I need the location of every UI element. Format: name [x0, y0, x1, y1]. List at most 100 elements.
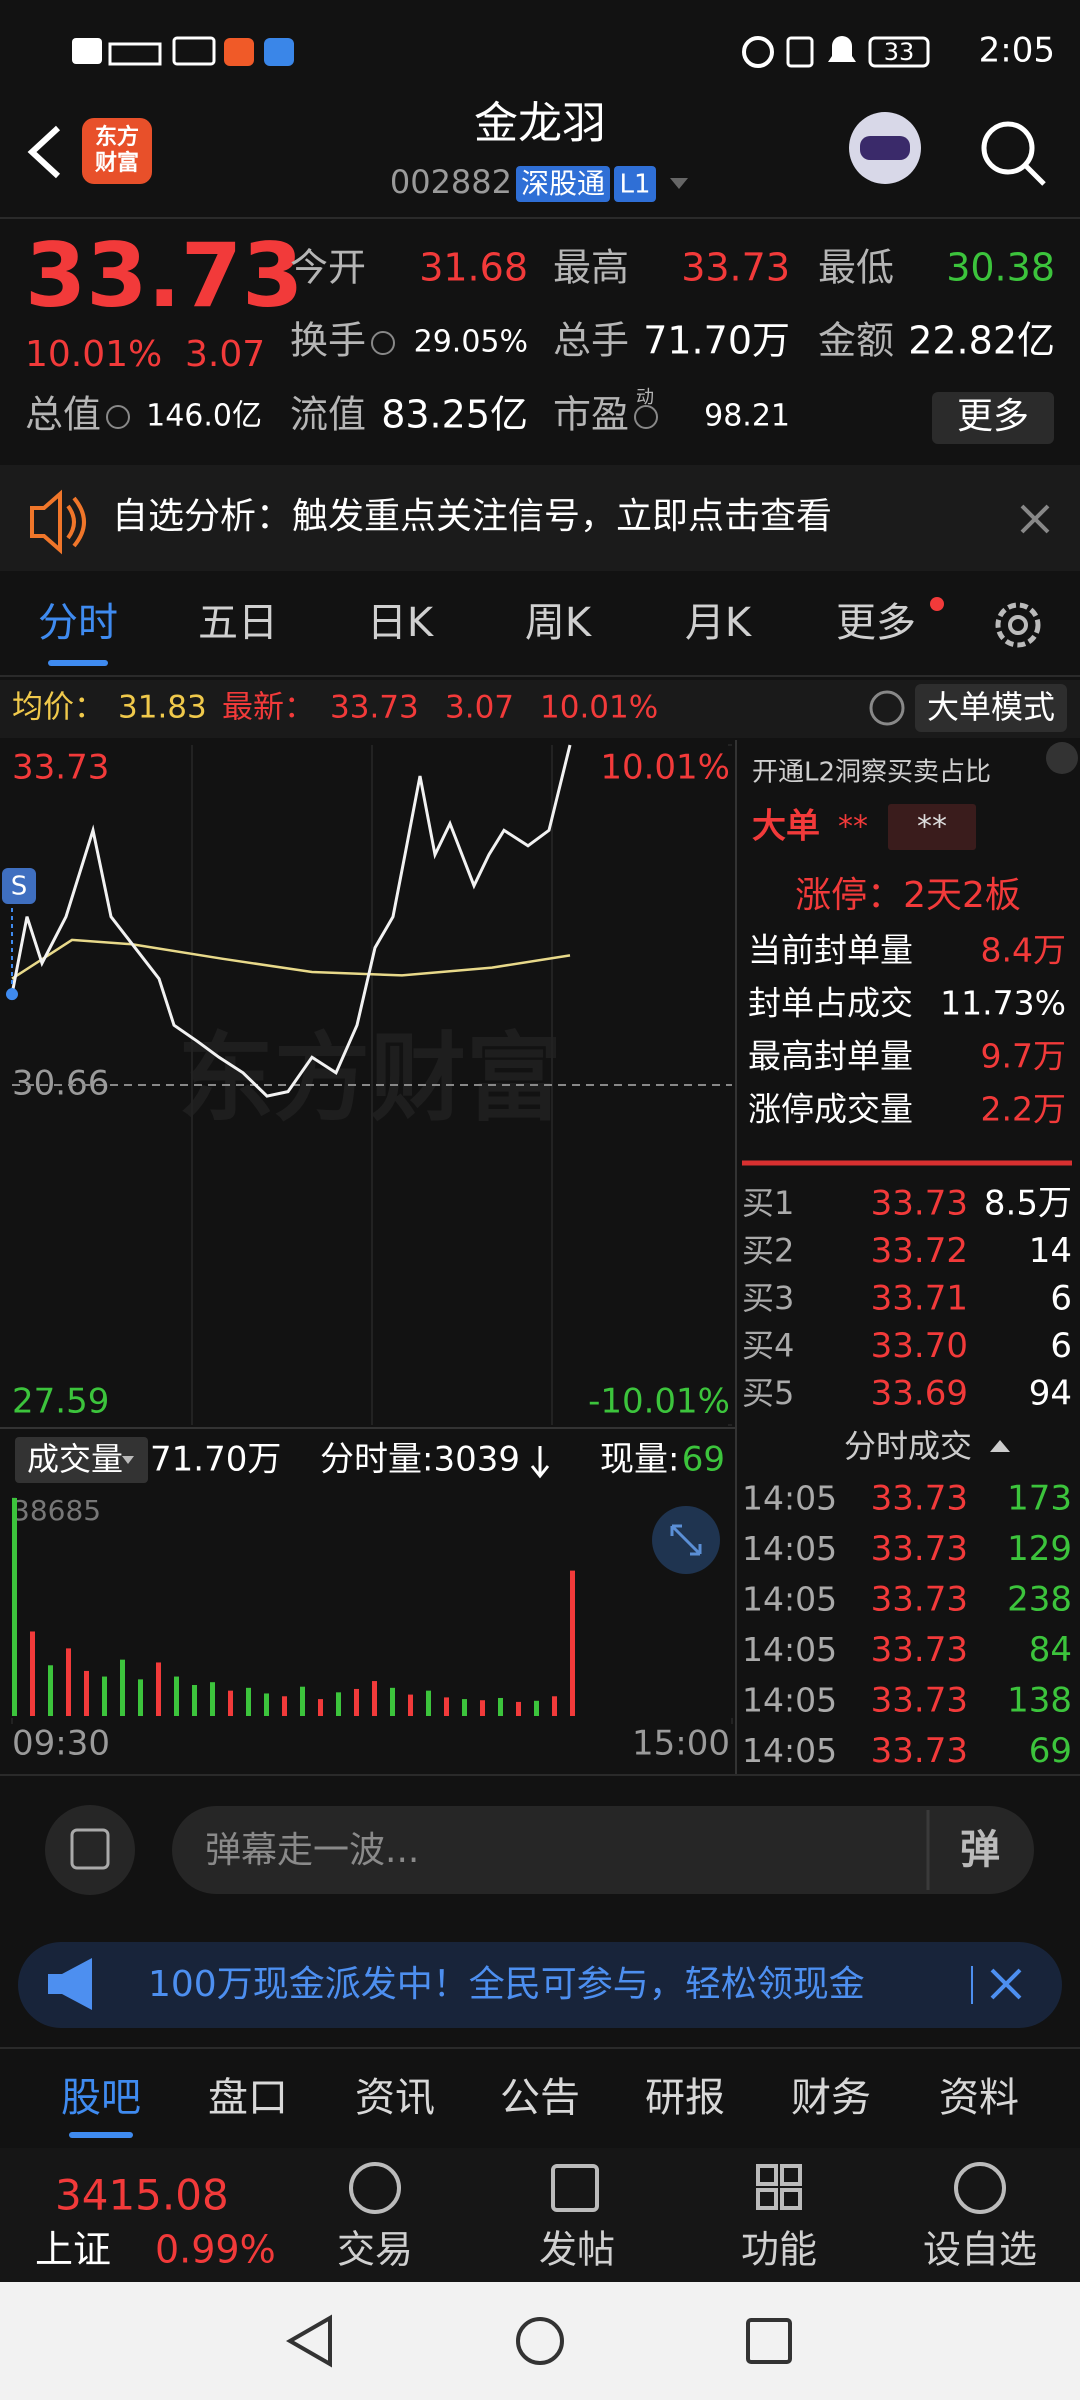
volume-now-label: 现量:: [600, 1440, 679, 1480]
logo-text: 东方: [95, 124, 139, 150]
volume-bar: [426, 1690, 431, 1716]
trade-time: 14:05: [742, 1479, 837, 1518]
index-pct: 0.99%: [155, 2228, 276, 2272]
info-text: 最新：: [222, 690, 315, 726]
field-value: 146.0亿: [146, 399, 262, 434]
volume-bar: [246, 1687, 251, 1716]
volume-bar: [48, 1665, 53, 1716]
logo[interactable]: [82, 118, 152, 184]
banner-bg[interactable]: [0, 465, 1080, 571]
big-order-value: **: [838, 810, 868, 845]
close-ad[interactable]: [990, 1968, 1022, 2000]
content-tab[interactable]: 研报: [645, 2075, 725, 2121]
nav-icons[interactable]: [349, 2162, 1006, 2214]
volume-bar: [138, 1679, 143, 1716]
volume-bar: [390, 1687, 395, 1716]
y-tick-label: 30.66: [12, 1064, 109, 1104]
notice-dot: [930, 597, 944, 611]
trade-time: 14:05: [742, 1681, 837, 1720]
volume-bar: [408, 1694, 413, 1716]
volume-bar: [552, 1696, 557, 1716]
chart-tab[interactable]: 月K: [685, 600, 753, 646]
nav-home[interactable]: [516, 2317, 564, 2365]
info-bg: [0, 680, 1080, 738]
banner-text[interactable]: 自选分析：触发重点关注信号，立即点击查看: [112, 496, 832, 537]
bid-label: 买3: [742, 1279, 794, 1317]
ad-bg[interactable]: [18, 1942, 1062, 2028]
bid-volume: 8.5万: [984, 1184, 1072, 1224]
chart-tab[interactable]: 日K: [367, 600, 435, 646]
volume-total: 71.70万: [150, 1440, 281, 1480]
content-tab[interactable]: 公告: [500, 2075, 580, 2121]
index-value[interactable]: 3415.08: [55, 2171, 229, 2220]
comment-placeholder[interactable]: 弹幕走一波...: [205, 1830, 419, 1871]
volume-bar: [318, 1699, 323, 1716]
volume-bar: [12, 1498, 17, 1716]
sort-arrow: [990, 1440, 1010, 1452]
trade-price: 33.73: [871, 1580, 968, 1620]
field-label: 市盈: [553, 393, 629, 437]
nav-back[interactable]: [285, 2314, 332, 2368]
danmaku-button[interactable]: 弹: [960, 1827, 1000, 1873]
nav-bg: [0, 2148, 1080, 2282]
emoji-button[interactable]: [45, 1805, 135, 1895]
content-tab[interactable]: 股吧: [61, 2075, 141, 2121]
settings-icon[interactable]: [995, 602, 1041, 648]
logo-text: 财富: [95, 150, 139, 176]
field-value: 22.82亿: [908, 319, 1055, 363]
stat-value: 8.4万: [981, 931, 1066, 970]
back-button[interactable]: [27, 125, 61, 179]
more-button[interactable]: [932, 392, 1054, 444]
comment-input[interactable]: [172, 1806, 1034, 1894]
content-tab[interactable]: 财务: [791, 2075, 871, 2121]
field-value: 98.21: [704, 399, 790, 434]
chart-tab[interactable]: 更多: [836, 600, 916, 646]
info-text: 10.01%: [540, 690, 658, 726]
field-label: 金额: [818, 319, 894, 363]
y2-tick-label: 10.01%: [600, 748, 730, 788]
ad-text[interactable]: 100万现金派发中！全民可参与，轻松领现金: [148, 1964, 865, 2005]
nav-label[interactable]: 发帖: [539, 2228, 615, 2272]
nav-label[interactable]: 交易: [337, 2228, 413, 2272]
bid-label: 买2: [742, 1232, 794, 1270]
robot-icon[interactable]: [849, 112, 921, 184]
nav-label[interactable]: 设自选: [923, 2228, 1037, 2272]
nav-label[interactable]: 功能: [741, 2228, 817, 2272]
volume-bar: [480, 1700, 485, 1716]
dropdown-arrow: [122, 1456, 134, 1464]
change: 3.07: [185, 334, 265, 375]
trade-time: 14:05: [742, 1630, 837, 1669]
watermark: 东方财富: [178, 1022, 562, 1134]
tag-box: [516, 166, 610, 202]
search-icon[interactable]: [981, 121, 1046, 186]
volume-bar: [462, 1699, 467, 1716]
content-tab[interactable]: 资讯: [355, 2075, 435, 2121]
field-label: 最高: [553, 246, 629, 290]
field-label: 今开: [290, 246, 366, 290]
volume-bar: [156, 1662, 161, 1716]
volume-label[interactable]: 成交量: [27, 1440, 123, 1478]
marker-dot: [6, 988, 18, 1001]
help-icon[interactable]: [869, 690, 905, 726]
field-value: 30.38: [946, 246, 1055, 290]
close-promo[interactable]: [1046, 742, 1078, 774]
field-value: 33.73: [681, 246, 790, 290]
info-text: 33.73: [330, 690, 419, 726]
more-label[interactable]: 更多: [957, 396, 1029, 437]
chart-tab[interactable]: 周K: [525, 600, 593, 646]
y2-tick-label: -10.01%: [588, 1382, 730, 1422]
bid-price: 33.69: [871, 1374, 968, 1414]
promo-text[interactable]: 开通L2洞察买卖占比: [752, 758, 991, 788]
chart-tab[interactable]: 五日: [198, 600, 278, 646]
content-tab[interactable]: 盘口: [208, 2075, 288, 2121]
mode-button[interactable]: [915, 684, 1067, 732]
x-tick-label: 09:30: [12, 1724, 110, 1764]
mode-label[interactable]: 大单模式: [927, 688, 1055, 726]
nav-recent[interactable]: [746, 2318, 792, 2364]
marker-badge[interactable]: [2, 868, 36, 904]
close-banner[interactable]: [1020, 504, 1050, 534]
chart-tab[interactable]: 分时: [38, 600, 118, 646]
volume-label-box[interactable]: [15, 1437, 148, 1483]
dropdown-arrow[interactable]: [670, 178, 688, 189]
content-tab[interactable]: 资料: [939, 2075, 1019, 2121]
